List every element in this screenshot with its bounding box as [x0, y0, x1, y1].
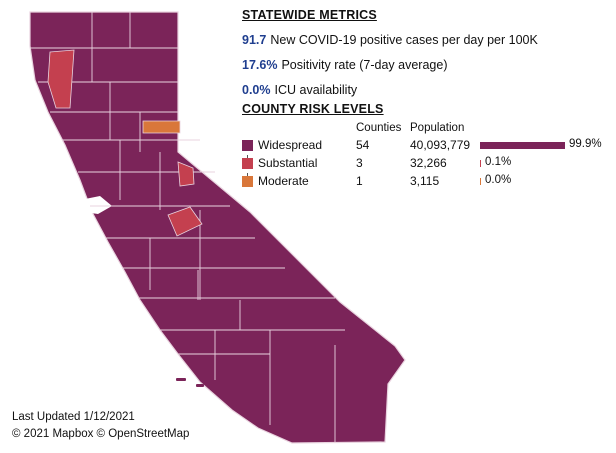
widespread-share-bar: [480, 142, 565, 149]
legend-row-substantial: Substantial 3 32,266 0.1%: [242, 156, 612, 172]
metric-cases: 91.7 New COVID-19 positive cases per day …: [242, 33, 612, 47]
widespread-population: 40,093,779: [410, 138, 471, 152]
moderate-share-label: 0.0%: [485, 174, 512, 186]
metric-positivity-label: Positivity rate (7-day average): [281, 58, 448, 72]
moderate-label: Moderate: [258, 174, 309, 188]
substantial-swatch: [242, 158, 253, 169]
counties-header: Counties: [356, 122, 402, 134]
metric-icu-label: ICU availability: [274, 83, 358, 97]
widespread-label: Widespread: [258, 138, 323, 152]
legend-row-moderate: Moderate 1 3,115 0.0%: [242, 174, 612, 190]
population-header: Population: [410, 122, 465, 134]
county-risk-title: COUNTY RISK LEVELS: [242, 102, 384, 116]
metric-cases-label: New COVID-19 positive cases per day per …: [270, 33, 538, 47]
substantial-label: Substantial: [258, 156, 318, 170]
moderate-count: 1: [356, 174, 363, 188]
county-substantial: [167, 206, 203, 237]
info-panel: STATEWIDE METRICS 91.7 New COVID-19 posit…: [242, 8, 612, 188]
metric-positivity: 17.6% Positivity rate (7-day average): [242, 58, 612, 72]
substantial-share-label: 0.1%: [485, 156, 512, 168]
california-state-shape: [29, 11, 406, 444]
island: [232, 400, 237, 406]
map-credits: © 2021 Mapbox © OpenStreetMap: [12, 428, 190, 440]
county-moderate: [142, 120, 181, 134]
bay-inlet: [80, 196, 112, 214]
moderate-share-bar: [480, 178, 481, 185]
legend-row-widespread: Widespread 54 40,093,779 99.9%: [242, 138, 612, 154]
county-substantial: [47, 49, 75, 109]
island: [176, 378, 186, 381]
substantial-share-bar: [480, 160, 481, 167]
widespread-count: 54: [356, 138, 370, 152]
metric-positivity-value: 17.6%: [242, 58, 278, 72]
metric-icu: 0.0% ICU availability: [242, 83, 612, 97]
substantial-count: 3: [356, 156, 363, 170]
statewide-metrics-title: STATEWIDE METRICS: [242, 8, 377, 22]
island: [196, 384, 204, 387]
widespread-share-label: 99.9%: [569, 138, 602, 150]
moderate-population: 3,115: [410, 174, 440, 188]
metric-icu-value: 0.0%: [242, 83, 271, 97]
metric-cases-value: 91.7: [242, 33, 267, 47]
moderate-swatch: [242, 176, 253, 187]
widespread-swatch: [242, 140, 253, 151]
last-updated: Last Updated 1/12/2021: [12, 411, 135, 423]
county-substantial: [177, 161, 195, 187]
substantial-population: 32,266: [410, 156, 447, 170]
